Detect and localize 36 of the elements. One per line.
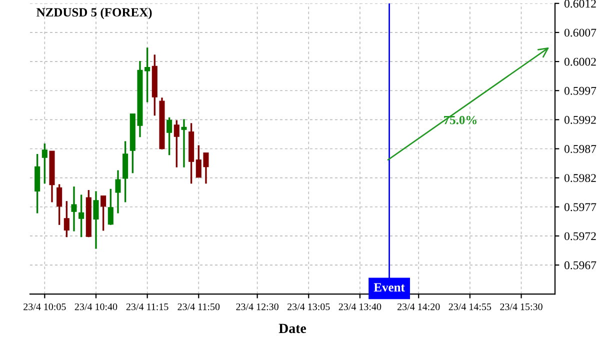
candlestick	[174, 119, 180, 168]
y-tick-label: 0.5977	[564, 203, 596, 212]
y-tick-label: 0.5987	[564, 144, 596, 154]
x-tick-label: 23/4 11:15	[126, 303, 168, 310]
ref-line-label: Event	[374, 283, 405, 292]
candlestick	[181, 118, 187, 168]
candlestick	[78, 194, 84, 238]
y-tick-label: 0.6007	[564, 28, 596, 37]
x-tick-label: 23/4 11:50	[178, 303, 220, 310]
x-tick-label: 23/4 13:05	[288, 303, 330, 310]
candlestick	[108, 188, 114, 226]
candlestick	[115, 169, 121, 214]
x-tick-label: 23/4 13:40	[338, 303, 382, 310]
candlestick	[64, 200, 70, 238]
x-tick-label: 23/4 10:05	[24, 303, 66, 310]
y-tick-label: 0.6002	[564, 58, 596, 66]
y-tick-label: 0.5972	[564, 232, 596, 240]
annotation: 75.0%	[444, 116, 477, 124]
x-tick-label: 23/4 14:55	[448, 303, 492, 310]
candlestick	[42, 142, 48, 184]
candlestick	[56, 183, 62, 226]
candlestick	[100, 195, 106, 232]
candlestick	[166, 116, 172, 156]
x-tick-label: 23/4 10:40	[74, 303, 118, 310]
y-tick-label: 0.6012	[564, 0, 596, 8]
x-tick-label: 23/4 15:30	[500, 303, 542, 310]
chart-title: NZDUSD 5 (FOREX)	[36, 8, 152, 20]
candlestick	[93, 190, 99, 250]
y-tick-label: 0.5967	[564, 261, 596, 270]
x-tick-label: 23/4 14:20	[398, 303, 440, 310]
x-axis-title: Date	[278, 324, 306, 334]
y-tick-label: 0.5997	[564, 86, 596, 95]
y-tick-label: 0.5982	[564, 174, 596, 182]
y-tick-label: 0.5992	[564, 116, 596, 124]
x-tick-label: 23/4 12:30	[236, 303, 278, 310]
candlestick	[71, 186, 77, 232]
